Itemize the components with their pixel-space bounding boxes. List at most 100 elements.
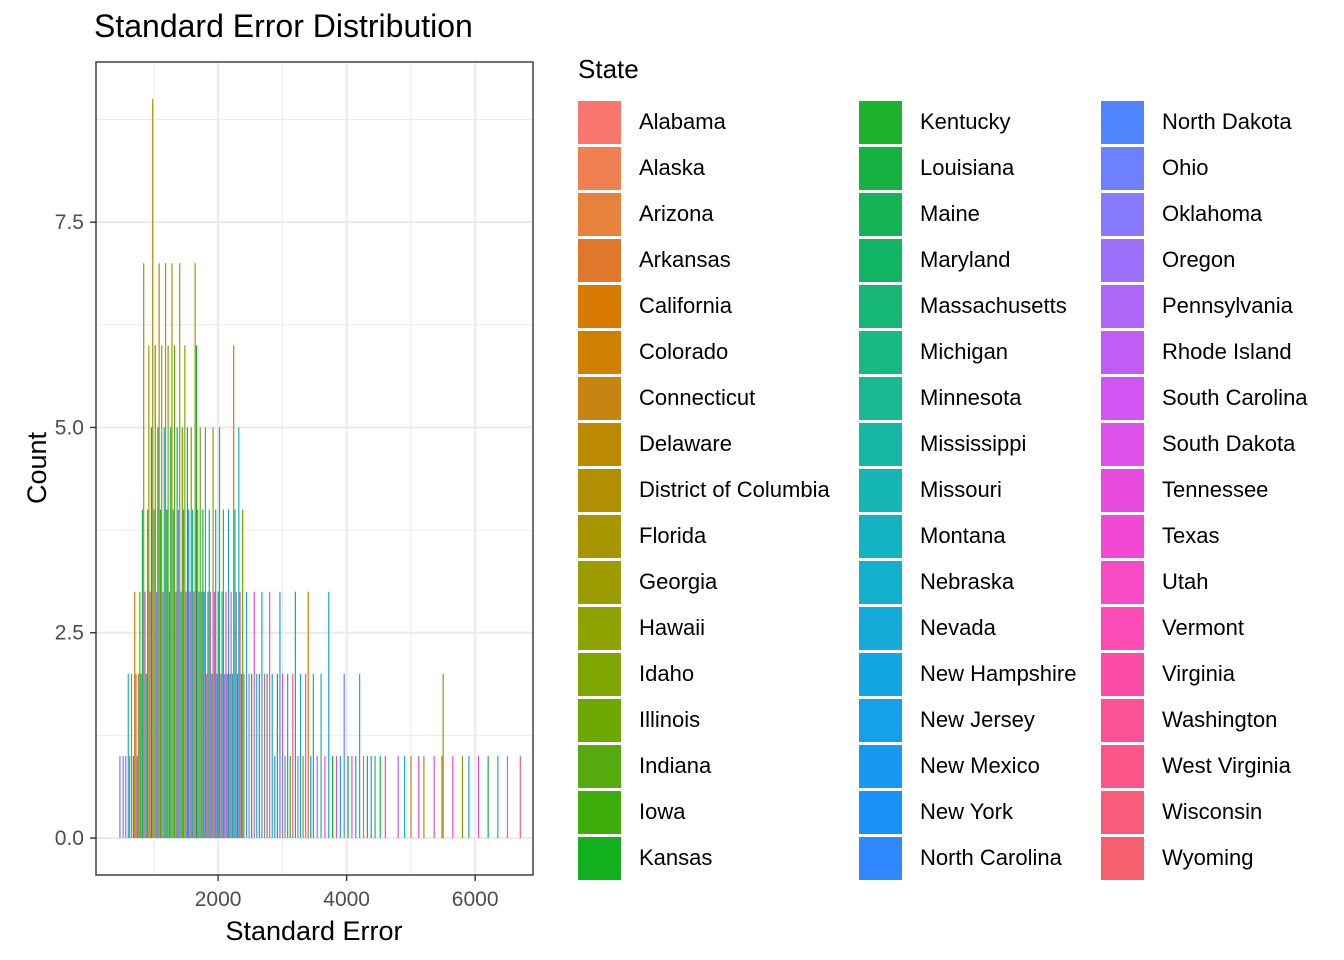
histogram-bar <box>218 427 221 839</box>
histogram-bar <box>328 591 330 839</box>
histogram-bar <box>153 509 155 839</box>
legend-key-swatch <box>859 699 902 742</box>
histogram-bar <box>359 673 361 839</box>
legend-key-swatch <box>859 423 902 466</box>
legend: State Alabama Alaska Arizona Arkansas Califo… <box>578 54 1308 880</box>
legend-key-swatch <box>1101 653 1144 696</box>
histogram-bar <box>307 591 309 839</box>
histogram-bar <box>137 673 140 839</box>
histogram-bar <box>188 509 190 839</box>
histogram-bar <box>157 427 159 839</box>
histogram-bar <box>145 673 147 839</box>
legend-key-swatch <box>578 285 621 328</box>
histogram-bar <box>487 755 489 839</box>
histogram-bar <box>198 591 200 839</box>
legend-label: Nebraska <box>920 569 1015 594</box>
legend-key-swatch <box>859 285 902 328</box>
histogram-bar <box>452 755 454 839</box>
legend-label: West Virginia <box>1162 753 1291 778</box>
histogram-bar <box>379 755 381 839</box>
histogram-bar <box>152 98 154 839</box>
histogram-bar <box>442 673 444 839</box>
x-axis-title: Standard Error <box>225 916 402 946</box>
legend-key-swatch <box>859 147 902 190</box>
histogram-bar <box>461 755 464 839</box>
histogram-bar <box>163 427 165 839</box>
histogram-bar <box>312 673 314 839</box>
legend-key-swatch <box>859 469 902 512</box>
histogram-bar <box>441 755 443 839</box>
legend-key-swatch <box>578 515 621 558</box>
histogram-bar <box>245 591 248 839</box>
histogram-bar <box>236 673 239 839</box>
legend-label: New Hampshire <box>920 661 1077 686</box>
legend-label: Maryland <box>920 247 1011 272</box>
legend-key-swatch <box>1101 469 1144 512</box>
bars-layer <box>119 98 521 839</box>
histogram-bar <box>220 673 222 839</box>
legend-label: Massachusetts <box>920 293 1067 318</box>
histogram-bar <box>519 755 521 839</box>
histogram-bar <box>374 755 376 839</box>
legend-label: Texas <box>1162 523 1220 548</box>
histogram-bar <box>370 755 372 839</box>
legend-label: Vermont <box>1162 615 1244 640</box>
histogram-bar <box>119 755 121 839</box>
legend-key-swatch <box>1101 515 1144 558</box>
histogram-bar <box>239 591 241 839</box>
histogram-bar <box>200 591 203 839</box>
legend-label: Colorado <box>639 339 729 364</box>
legend-label: Utah <box>1162 569 1209 594</box>
histogram-bar <box>305 673 307 839</box>
histogram-bar <box>216 673 218 839</box>
histogram-bar <box>225 591 227 839</box>
histogram-bar <box>154 345 156 839</box>
histogram-bar <box>229 673 231 839</box>
legend-key-swatch <box>859 101 902 144</box>
legend-key-swatch <box>578 699 621 742</box>
histogram-bar <box>251 673 253 839</box>
histogram-bar <box>238 427 240 839</box>
histogram-bar <box>190 427 192 839</box>
histogram-bar <box>170 427 172 839</box>
legend-key-swatch <box>1101 423 1144 466</box>
legend-key-swatch <box>578 791 621 834</box>
histogram-bar <box>497 755 499 839</box>
legend-label: North Carolina <box>920 845 1062 870</box>
histogram-bar <box>226 673 228 839</box>
legend-key-swatch <box>1101 607 1144 650</box>
x-tick-label: 2000 <box>195 888 242 911</box>
y-tick-label: 0.0 <box>55 827 84 850</box>
histogram-bar <box>384 755 386 839</box>
legend-key-swatch <box>578 423 621 466</box>
legend-key-swatch <box>859 193 902 236</box>
histogram-bar <box>150 427 153 839</box>
histogram-bar <box>240 673 242 839</box>
histogram-bar <box>194 263 196 839</box>
legend-key-swatch <box>859 653 902 696</box>
histogram-bar <box>233 345 235 839</box>
legend-key-swatch <box>1101 699 1144 742</box>
histogram-bar <box>410 755 412 839</box>
legend-label: Kansas <box>639 845 713 870</box>
legend-label: Minnesota <box>920 385 1022 410</box>
histogram-bar <box>162 591 164 839</box>
legend-label: California <box>639 293 732 318</box>
histogram-bar <box>423 755 425 839</box>
legend-key-swatch <box>1101 193 1144 236</box>
histogram-bar <box>176 427 178 839</box>
histogram-bar <box>181 427 183 839</box>
legend-label: Idaho <box>639 661 695 686</box>
histogram-bar <box>140 673 142 839</box>
histogram-bar <box>179 263 181 839</box>
histogram-bar <box>302 755 304 839</box>
y-axis-title: Count <box>22 431 52 504</box>
histogram-bar <box>167 345 169 839</box>
legend-key-swatch <box>578 561 621 604</box>
histogram-bar <box>125 755 127 839</box>
histogram-bar <box>404 755 406 839</box>
legend-label: Illinois <box>639 707 701 732</box>
histogram-bar <box>281 673 284 839</box>
histogram-bar <box>468 755 470 839</box>
legend-key-swatch <box>578 653 621 696</box>
